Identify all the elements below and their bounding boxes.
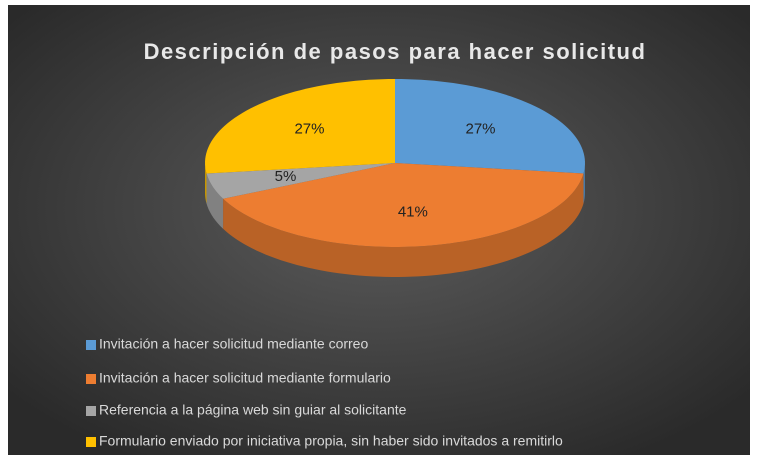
slice-side (223, 173, 584, 277)
slice-side (205, 163, 207, 204)
legend-label: Invitación a hacer solicitud mediante fo… (99, 370, 391, 386)
legend-swatch (86, 374, 96, 384)
pie-slice (206, 163, 395, 199)
data-label: 41% (398, 204, 428, 221)
data-label: 27% (465, 121, 495, 138)
legend-swatch (86, 437, 96, 447)
chart-title: Descripción de pasos para hacer solicitu… (144, 39, 647, 64)
pie-slice (205, 79, 395, 174)
pie-slice (395, 79, 585, 174)
legend-label: Formulario enviado por iniciativa propia… (99, 433, 563, 449)
data-label: 27% (294, 121, 324, 138)
legend-swatch (86, 406, 96, 416)
slice-side (583, 163, 585, 204)
legend-label: Invitación a hacer solicitud mediante co… (99, 336, 368, 352)
legend-label: Referencia a la página web sin guiar al … (99, 402, 407, 418)
pie-slice (223, 163, 584, 247)
legend-swatch (86, 340, 96, 350)
slice-side (206, 173, 224, 229)
data-label: 5% (275, 168, 297, 185)
